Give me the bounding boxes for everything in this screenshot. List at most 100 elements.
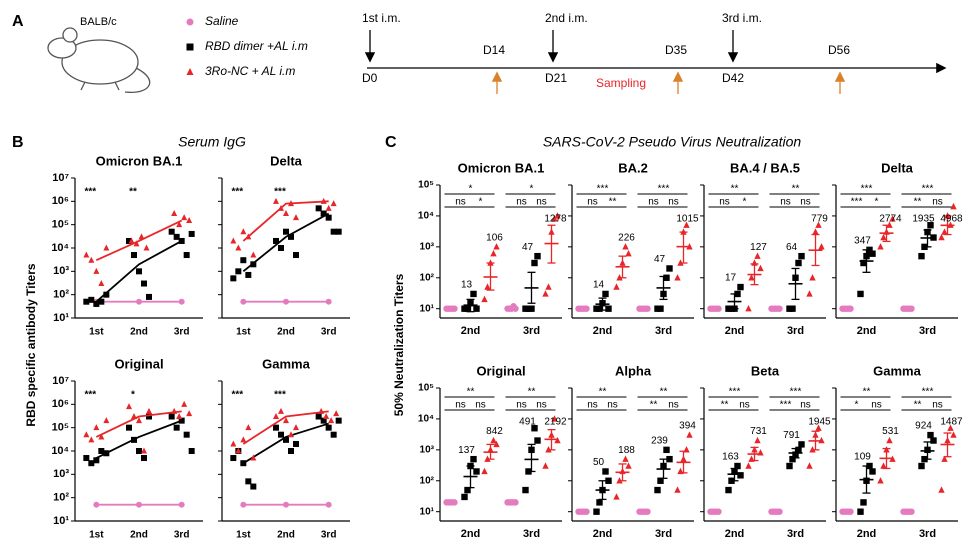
data-point: [230, 455, 237, 462]
data-point: [178, 298, 185, 305]
data-point: [293, 424, 299, 431]
data-point: [83, 251, 90, 258]
data-point: [98, 448, 105, 454]
data-point: [551, 415, 558, 422]
data-point: [131, 413, 137, 420]
error-bar: [618, 463, 627, 482]
significance-label: *: [875, 197, 879, 208]
y-tick-label: 10¹: [53, 312, 69, 324]
error-bar: [486, 262, 495, 291]
data-point: [131, 436, 137, 443]
significance-label: **: [914, 197, 922, 208]
error-bar: [466, 298, 475, 313]
chart-title: Delta: [270, 153, 303, 168]
y-axis-label: RBD specific antibody Titers: [24, 263, 38, 426]
significance-label: ns: [587, 400, 598, 411]
value-label: 127: [750, 242, 767, 253]
data-point: [320, 197, 327, 204]
data-point: [686, 431, 693, 438]
data-point: [176, 221, 183, 228]
panel-title: SARS-CoV-2 Pseudo Virus Neutralization: [543, 134, 802, 150]
x-tick-label: 3rd: [321, 530, 337, 541]
day-label: D42: [722, 71, 744, 85]
x-tick-label: 3rd: [655, 325, 672, 337]
error-bar: [750, 263, 759, 286]
value-label: 188: [618, 445, 635, 456]
y-tick-label: 10³: [420, 241, 435, 252]
data-point: [293, 214, 299, 221]
data-point: [464, 486, 471, 494]
data-point: [622, 455, 629, 462]
significance-label: **: [660, 387, 668, 398]
data-point: [93, 424, 100, 431]
data-point: [98, 280, 105, 287]
y-tick-label: 10⁵: [418, 180, 434, 191]
data-point: [136, 298, 142, 305]
data-point: [815, 424, 822, 431]
y-tick-label: 10⁵: [52, 219, 69, 231]
data-point: [273, 424, 279, 431]
data-point: [464, 305, 471, 312]
data-point: [141, 447, 147, 454]
data-point: [522, 486, 529, 494]
significance-label: ***: [729, 387, 741, 398]
data-point: [625, 250, 632, 257]
value-label: 1945: [808, 417, 831, 428]
value-label: 842: [486, 426, 503, 437]
value-label: 2192: [544, 417, 567, 428]
data-point: [320, 210, 327, 217]
data-point: [542, 462, 549, 469]
y-tick-label: 10³: [53, 265, 69, 277]
data-point: [795, 446, 802, 454]
error-bar: [730, 293, 739, 310]
value-label: 163: [722, 452, 739, 463]
immunization-label: 2nd i.m.: [545, 11, 588, 25]
data-point: [542, 290, 549, 297]
significance-label: ***: [274, 390, 286, 401]
data-point: [133, 240, 140, 247]
significance-label: ns: [800, 400, 811, 411]
data-point: [602, 290, 609, 298]
chart-title: Omicron BA.1: [458, 160, 545, 175]
data-point: [812, 228, 819, 235]
data-point: [798, 441, 805, 448]
significance-label: ns: [516, 197, 527, 208]
data-point: [273, 237, 279, 244]
y-tick-label: 10³: [53, 468, 69, 480]
chart-title: Gamma: [262, 356, 310, 371]
data-point: [534, 252, 541, 260]
data-point: [288, 233, 294, 240]
data-point: [493, 440, 500, 448]
x-tick-label: 3rd: [919, 528, 936, 540]
data-point: [325, 298, 332, 305]
legend-label: Saline: [205, 14, 239, 28]
data-point: [325, 501, 332, 508]
data-point: [230, 237, 237, 244]
value-label: 137: [458, 445, 475, 456]
data-point: [889, 215, 896, 222]
significance-label: ns: [536, 197, 547, 208]
error-bar: [943, 215, 952, 236]
data-point: [83, 455, 90, 462]
data-point: [818, 243, 825, 250]
chart-title: BA.2: [618, 160, 648, 175]
data-point: [798, 252, 805, 260]
significance-label: ns: [800, 197, 811, 208]
day-label: D14: [483, 43, 505, 57]
data-point: [330, 200, 337, 207]
data-point: [173, 424, 180, 431]
x-tick-label: 2nd: [277, 327, 295, 338]
data-point: [622, 243, 629, 250]
x-tick-label: 3rd: [321, 327, 337, 338]
mean-line: [95, 419, 182, 459]
value-label: 731: [750, 426, 767, 437]
chart-title: BA.4 / BA.5: [730, 160, 800, 175]
data-point: [806, 290, 813, 297]
data-point: [273, 197, 279, 204]
x-tick-label: 3rd: [787, 325, 804, 337]
panel-label: A: [12, 13, 24, 30]
data-point: [171, 407, 178, 414]
data-point: [288, 431, 294, 438]
data-point: [531, 259, 538, 267]
significance-label: **: [863, 387, 871, 398]
